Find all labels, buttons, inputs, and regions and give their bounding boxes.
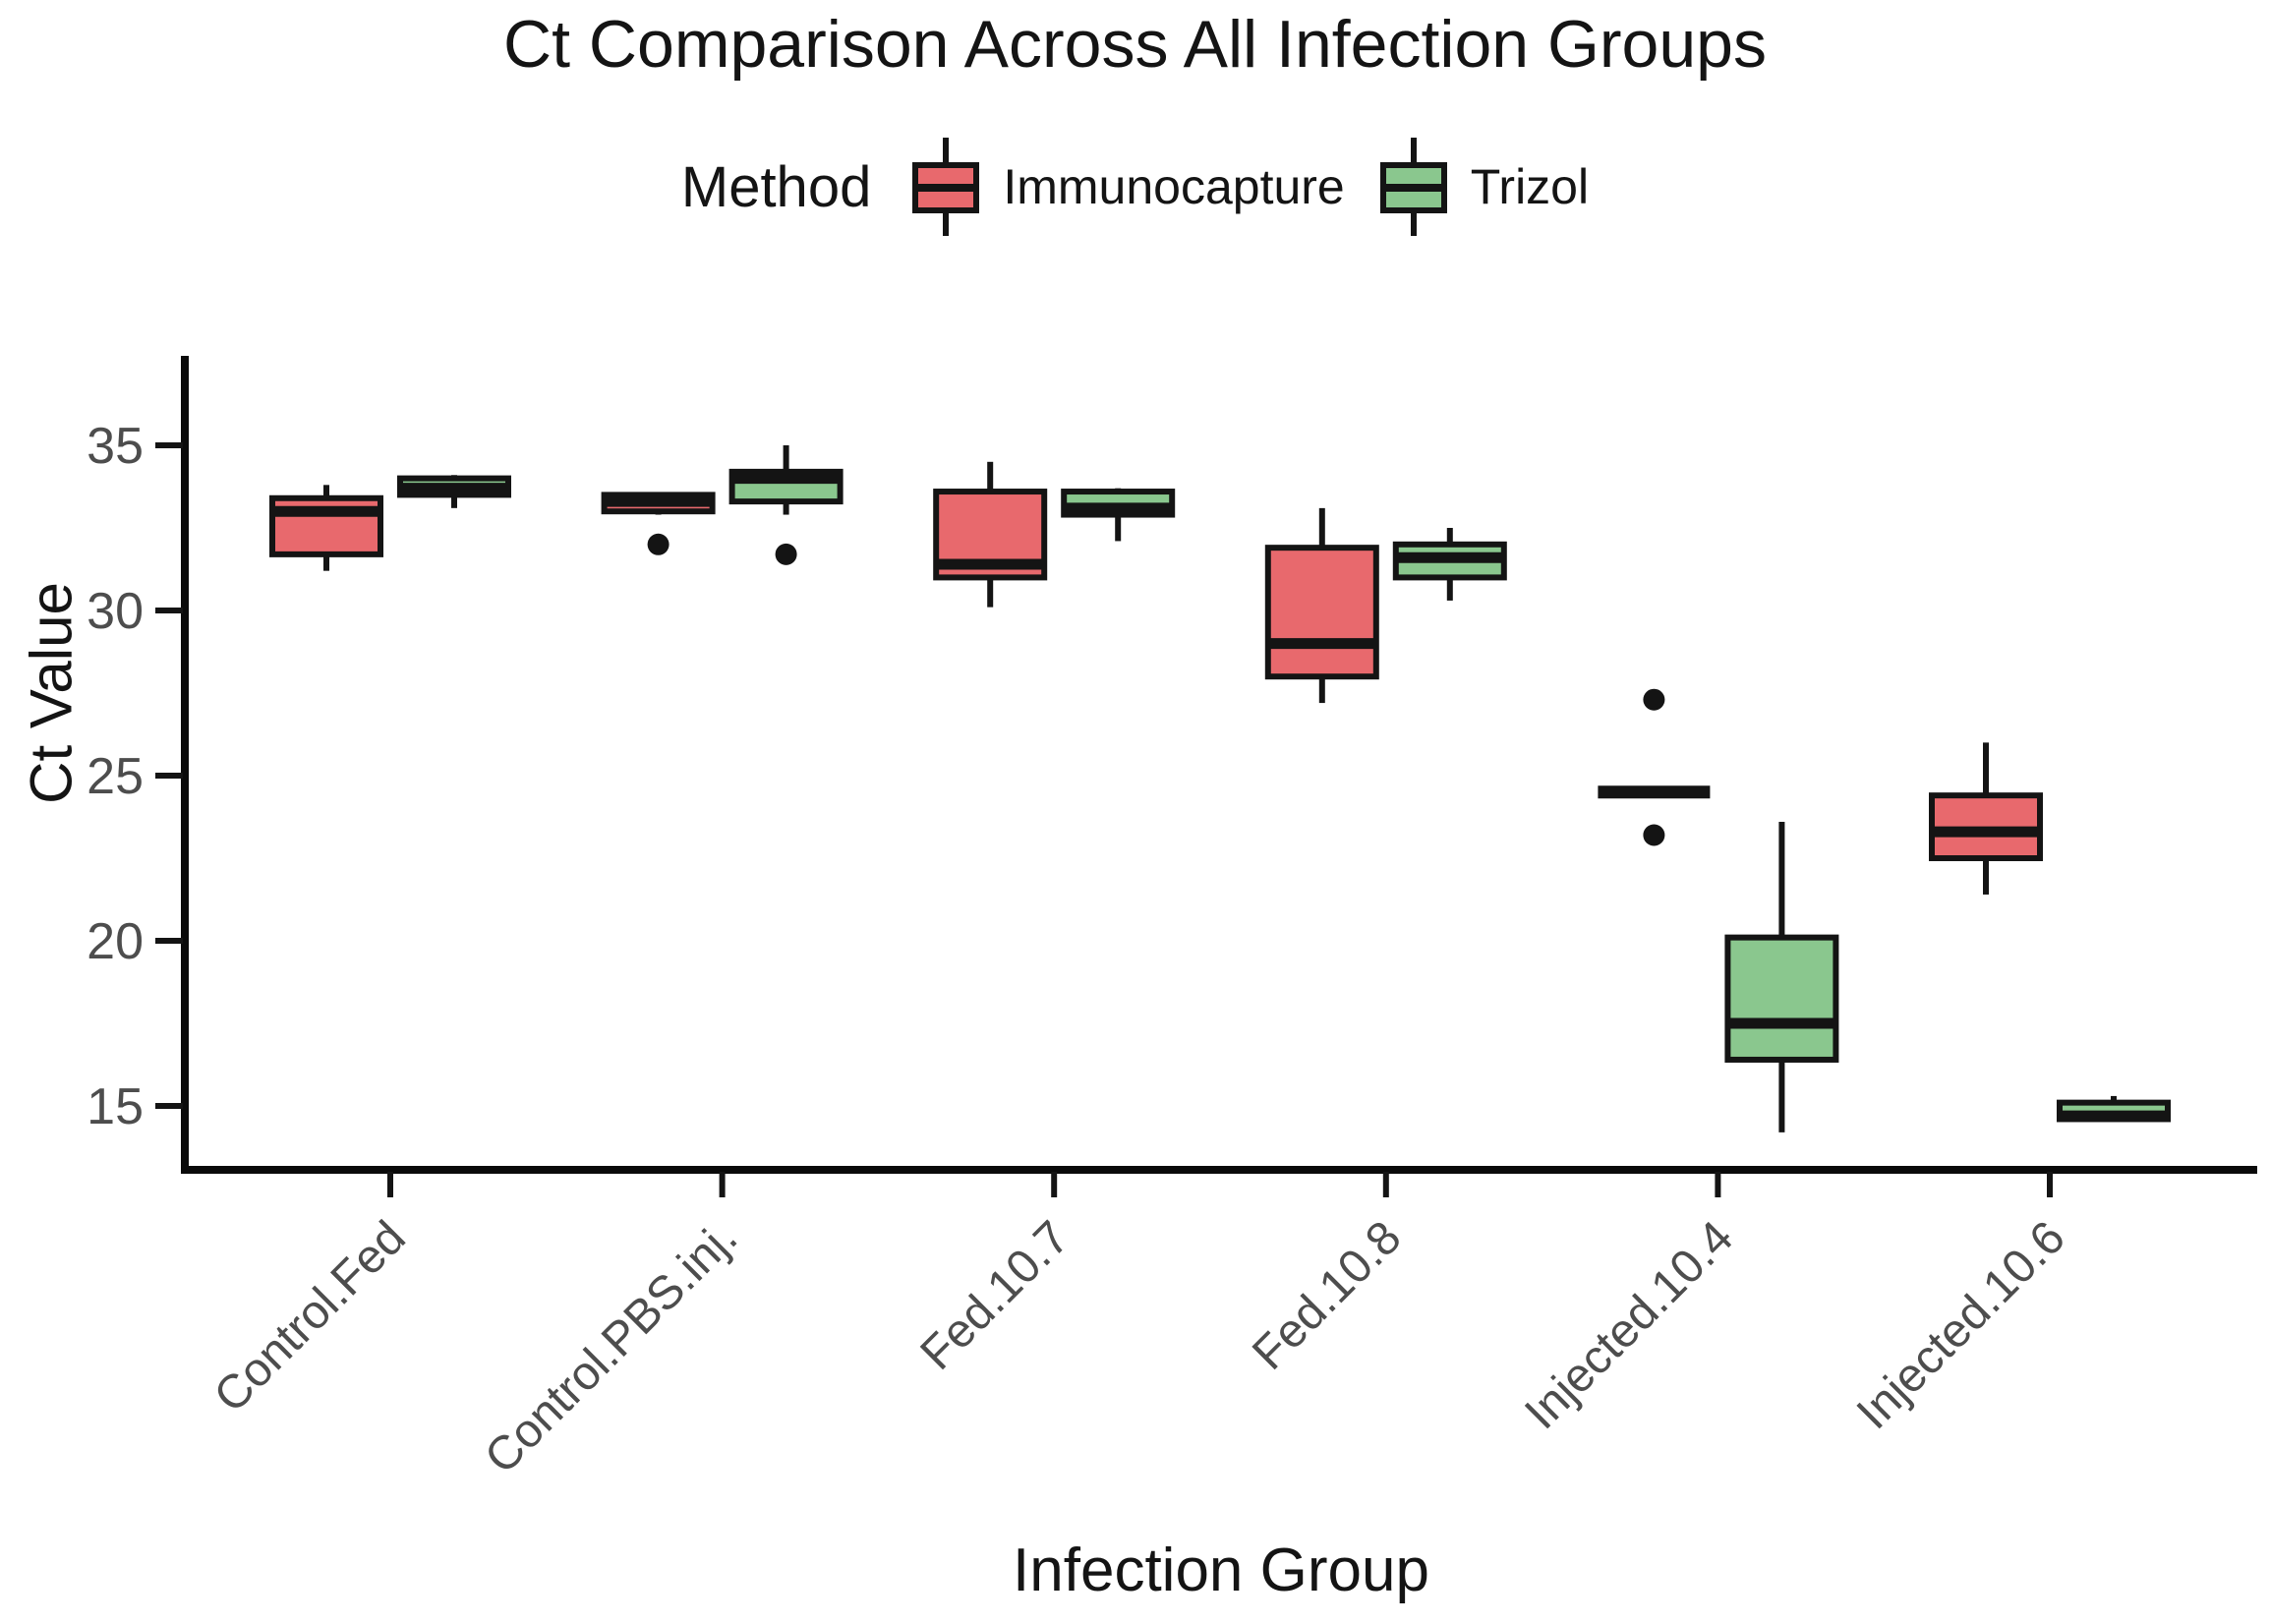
chart-title: Ct Comparison Across All Infection Group…	[503, 7, 1767, 82]
y-tick-label: 30	[87, 583, 144, 640]
y-tick-label: 15	[87, 1078, 144, 1135]
box-immunocapture-control-pbs-inj--outlier-point	[647, 533, 669, 555]
box-immunocapture-fed-10-8	[1264, 545, 1379, 680]
box-trizol-injected-10-4	[1724, 934, 1839, 1063]
boxplot-key-icon	[1379, 138, 1447, 236]
legend-item-trizol: Trizol	[1378, 136, 1589, 238]
y-tick-label: 35	[87, 418, 144, 475]
x-tick-label: Control.Fed	[204, 1211, 416, 1422]
legend-label-trizol: Trizol	[1470, 159, 1590, 214]
legend-item-immunocapture: Immunocapture	[910, 136, 1345, 238]
boxplot-key-icon	[912, 138, 980, 236]
x-tick-label: Injected.10.6	[1847, 1211, 2075, 1439]
y-tick-label: 25	[87, 748, 144, 805]
box-immunocapture-injected-10-4-outlier-point	[1643, 688, 1665, 711]
x-tick-label: Control.PBS.inj.	[475, 1211, 747, 1483]
box-immunocapture-injected-10-4-outlier-point	[1643, 824, 1665, 846]
legend-title: Method	[680, 154, 872, 219]
legend-label-immunocapture: Immunocapture	[1003, 159, 1345, 214]
x-axis-title: Infection Group	[1013, 1537, 1429, 1604]
y-tick-label: 20	[87, 913, 144, 970]
x-tick-label: Fed.10.8	[1243, 1211, 1411, 1379]
x-tick-label: Fed.10.7	[911, 1211, 1079, 1379]
box-trizol-control-pbs-inj--outlier-point	[775, 543, 797, 565]
x-tick-label: Injected.10.4	[1515, 1211, 1743, 1439]
legend: Method Immunocapture Trizol	[0, 136, 2270, 238]
